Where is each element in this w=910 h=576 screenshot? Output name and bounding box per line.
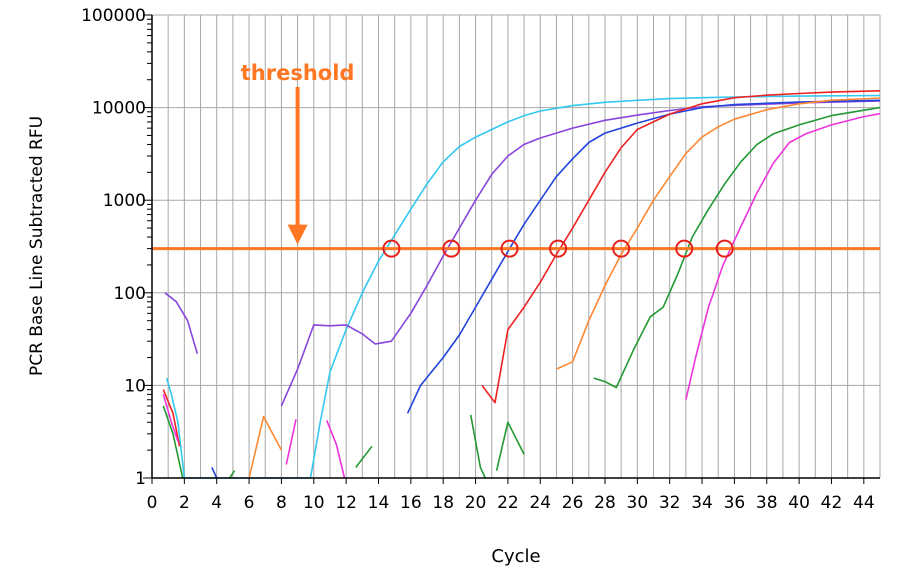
x-tick-label: 12 — [335, 493, 357, 513]
threshold-crossing-marker — [675, 239, 694, 258]
threshold-crossing-marker — [382, 239, 401, 258]
x-tick-label: 18 — [432, 493, 454, 513]
x-tick-label: 2 — [179, 493, 190, 513]
x-tick-label: 40 — [788, 493, 810, 513]
series-line-4 — [162, 389, 181, 447]
x-tick-label: 22 — [497, 493, 519, 513]
grid — [151, 14, 881, 479]
x-tick-label: 36 — [724, 493, 746, 513]
x-tick-label: 26 — [562, 493, 584, 513]
x-tick-label: 16 — [400, 493, 422, 513]
threshold-crossing-marker — [549, 239, 568, 258]
x-tick-label: 6 — [244, 493, 255, 513]
series-line-7 — [285, 419, 297, 465]
series-line-1 — [165, 94, 881, 479]
x-tick-label: 8 — [276, 493, 287, 513]
series-line-5 — [248, 415, 283, 479]
threshold-crossing-marker — [612, 239, 631, 258]
threshold-crossing-marker — [715, 239, 734, 258]
x-axis-label: Cycle — [491, 546, 540, 567]
series-line-3 — [406, 99, 881, 414]
y-tick-label: 100 — [114, 284, 146, 304]
series-line-6 — [162, 405, 184, 479]
series-line-6 — [469, 414, 487, 479]
x-tick-label: 38 — [756, 493, 778, 513]
series-line-2 — [164, 292, 199, 354]
x-tick-label: 4 — [211, 493, 222, 513]
plot-background — [152, 15, 880, 478]
x-tick-label: 42 — [821, 493, 843, 513]
y-tick-label: 100000 — [81, 6, 146, 26]
x-tick-label: 44 — [853, 493, 875, 513]
x-tick-label: 28 — [594, 493, 616, 513]
y-tick-label: 1 — [135, 469, 146, 489]
series-line-4 — [481, 90, 881, 404]
threshold-label: threshold — [241, 61, 355, 85]
x-tick-label: 30 — [627, 493, 649, 513]
threshold-crossing-marker — [442, 239, 461, 258]
threshold-layer: threshold — [152, 61, 880, 258]
series-line-3 — [211, 467, 218, 479]
x-tick-label: 20 — [465, 493, 487, 513]
y-tick-label: 1000 — [103, 191, 146, 211]
y-tick-label: 10000 — [92, 99, 146, 119]
series-line-6 — [495, 421, 525, 471]
series-line-5 — [556, 97, 881, 370]
threshold-arrow-head — [287, 224, 308, 245]
series-line-6 — [229, 470, 236, 479]
series-layer — [162, 90, 881, 479]
x-tick-label: 14 — [368, 493, 390, 513]
series-line-2 — [280, 100, 881, 407]
threshold-crossing-marker — [500, 239, 519, 258]
x-tick-label: 0 — [147, 493, 158, 513]
series-line-7 — [685, 112, 881, 400]
x-tick-label: 24 — [529, 493, 551, 513]
series-line-7 — [325, 420, 346, 479]
x-tick-label: 10 — [303, 493, 325, 513]
series-line-6 — [593, 106, 881, 389]
series-line-7 — [162, 394, 179, 442]
x-tick-label: 32 — [659, 493, 681, 513]
y-axis-label: PCR Base Line Subtracted RFU — [27, 116, 47, 376]
y-tick-label: 10 — [124, 376, 146, 396]
x-tick-label: 34 — [691, 493, 713, 513]
series-line-6 — [355, 445, 373, 468]
